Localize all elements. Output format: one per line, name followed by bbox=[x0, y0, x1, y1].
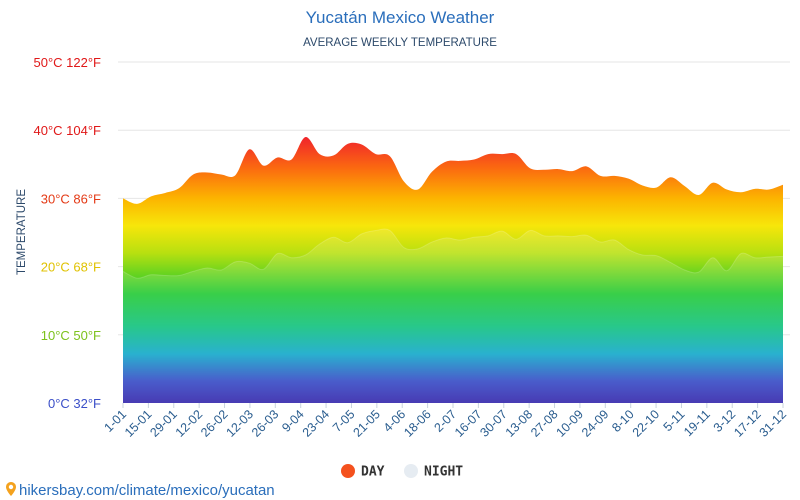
x-tick-label: 27-08 bbox=[528, 407, 561, 440]
chart-subtitle: AVERAGE WEEKLY TEMPERATURE bbox=[303, 37, 497, 49]
legend-day-marker bbox=[341, 464, 355, 478]
legend-item-night[interactable]: NIGHT bbox=[404, 464, 463, 480]
x-tick-label: 21-05 bbox=[350, 407, 383, 440]
x-tick-label: 18-06 bbox=[401, 407, 434, 440]
y-tick-label: 30°C 86°F bbox=[41, 191, 101, 206]
day-temperature-area bbox=[123, 136, 783, 403]
x-tick-label: 26-02 bbox=[198, 407, 231, 440]
y-tick-label: 0°C 32°F bbox=[48, 396, 101, 411]
y-tick-label: 20°C 68°F bbox=[41, 260, 101, 275]
x-tick-label: 10-09 bbox=[554, 407, 587, 440]
x-tick-label: 23-04 bbox=[300, 407, 333, 440]
source-url: hikersbay.com/climate/mexico/yucatan bbox=[19, 482, 275, 499]
x-tick-label: 12-02 bbox=[173, 407, 206, 440]
x-tick-label: 22-10 bbox=[630, 407, 663, 440]
x-tick-label: 12-03 bbox=[224, 407, 257, 440]
x-tick-label: 13-08 bbox=[503, 407, 536, 440]
x-axis-ticks: 1-0115-0129-0112-0226-0212-0326-039-0423… bbox=[102, 403, 790, 440]
x-tick-label: 17-12 bbox=[731, 407, 764, 440]
x-tick-label: 15-01 bbox=[122, 407, 155, 440]
legend-night-marker bbox=[404, 464, 418, 478]
legend-item-day[interactable]: DAY bbox=[341, 464, 385, 480]
y-axis-ticks: 0°C 32°F 10°C 50°F 20°C 68°F 30°C 86°F 40°C … bbox=[34, 55, 102, 411]
x-tick-label: 26-03 bbox=[249, 407, 282, 440]
x-tick-label: 30-07 bbox=[477, 407, 510, 440]
night-temperature-line bbox=[122, 228, 784, 279]
y-tick-label: 10°C 50°F bbox=[41, 328, 101, 343]
source-link[interactable]: hikersbay.com/climate/mexico/yucatan bbox=[6, 482, 275, 499]
x-tick-label: 19-11 bbox=[681, 407, 713, 439]
map-pin-icon bbox=[6, 482, 16, 496]
chart-title: Yucatán Mexico Weather bbox=[306, 8, 495, 27]
legend-night-label: NIGHT bbox=[424, 465, 463, 480]
x-tick-label: 24-09 bbox=[579, 407, 612, 440]
night-temperature-area bbox=[123, 229, 783, 403]
legend-day-label: DAY bbox=[361, 465, 385, 480]
y-axis-label: TEMPERATURE bbox=[16, 189, 28, 275]
plot-area bbox=[122, 136, 784, 403]
x-tick-label: 16-07 bbox=[452, 407, 485, 440]
x-tick-label: 29-01 bbox=[147, 407, 180, 440]
legend: DAY NIGHT bbox=[341, 464, 463, 480]
y-tick-label: 50°C 122°F bbox=[34, 55, 102, 70]
y-tick-label: 40°C 104°F bbox=[34, 123, 102, 138]
x-tick-label: 31-12 bbox=[757, 407, 790, 440]
